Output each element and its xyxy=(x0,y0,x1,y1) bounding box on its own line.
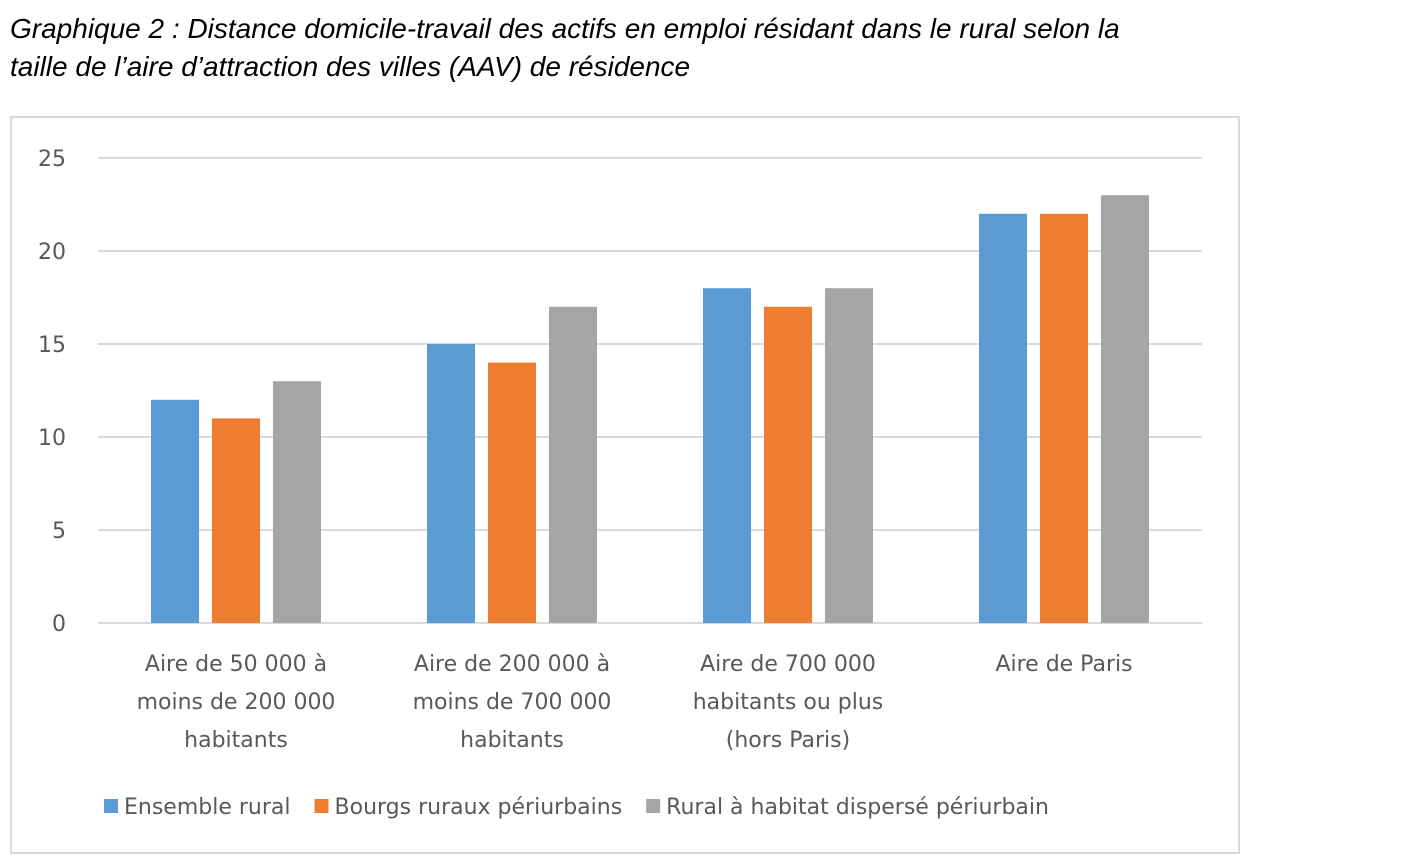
bar-1-1 xyxy=(151,399,199,623)
category-label: Aire de 700 000 xyxy=(700,652,876,677)
category-label: habitants xyxy=(184,728,288,753)
chart-frame: 0 5 10 15 20 25 Aire de 50 000 à moins de 200 … xyxy=(10,116,1240,854)
category-label: moins de 200 000 xyxy=(137,690,336,715)
gridlines xyxy=(98,157,1202,624)
bars xyxy=(151,195,1149,624)
bar-2-3 xyxy=(764,306,812,623)
y-axis-ticks: 0 5 10 15 20 25 xyxy=(38,147,66,637)
bar-1-3 xyxy=(703,288,751,623)
category-label: habitants ou plus xyxy=(693,690,884,715)
bar-3-2 xyxy=(549,306,597,623)
y-tick-label: 0 xyxy=(52,612,66,637)
bar-3-4 xyxy=(1101,195,1149,623)
category-label: (hors Paris) xyxy=(726,728,850,753)
category-label: Aire de 50 000 à xyxy=(145,652,327,677)
y-tick-label: 15 xyxy=(38,333,66,358)
y-tick-label: 5 xyxy=(52,519,66,544)
caption-line-1: Graphique 2 : Distance domicile-travail … xyxy=(10,13,1120,44)
bar-3-1 xyxy=(273,381,321,623)
bar-2-1 xyxy=(212,418,260,623)
chart-caption: Graphique 2 : Distance domicile-travail … xyxy=(10,10,1420,86)
caption-line-2: taille de l’aire d’attraction des villes… xyxy=(10,51,691,82)
bar-3-3 xyxy=(825,288,873,623)
bar-1-2 xyxy=(427,344,475,623)
bar-chart: 0 5 10 15 20 25 Aire de 50 000 à moins de 200 … xyxy=(38,147,1202,820)
bar-2-2 xyxy=(488,362,536,623)
legend-label: Rural à habitat dispersé périurbain xyxy=(666,795,1049,820)
legend: Ensemble rural Bourgs ruraux périurbains R… xyxy=(104,795,1049,820)
x-axis-categories: Aire de 50 000 à moins de 200 000 habitant… xyxy=(137,652,1133,753)
y-tick-label: 25 xyxy=(38,147,66,172)
legend-label: Bourgs ruraux périurbains xyxy=(335,795,623,820)
y-tick-label: 20 xyxy=(38,240,66,265)
category-label: moins de 700 000 xyxy=(413,690,612,715)
legend-swatch xyxy=(104,799,118,813)
y-tick-label: 10 xyxy=(38,426,66,451)
legend-swatch xyxy=(314,799,329,813)
legend-label: Ensemble rural xyxy=(124,795,291,820)
bar-1-4 xyxy=(979,213,1027,624)
category-label: Aire de 200 000 à xyxy=(414,652,610,677)
legend-swatch xyxy=(646,799,661,813)
category-label: Aire de Paris xyxy=(995,652,1132,677)
category-label: habitants xyxy=(460,728,564,753)
bar-2-4 xyxy=(1040,213,1088,624)
